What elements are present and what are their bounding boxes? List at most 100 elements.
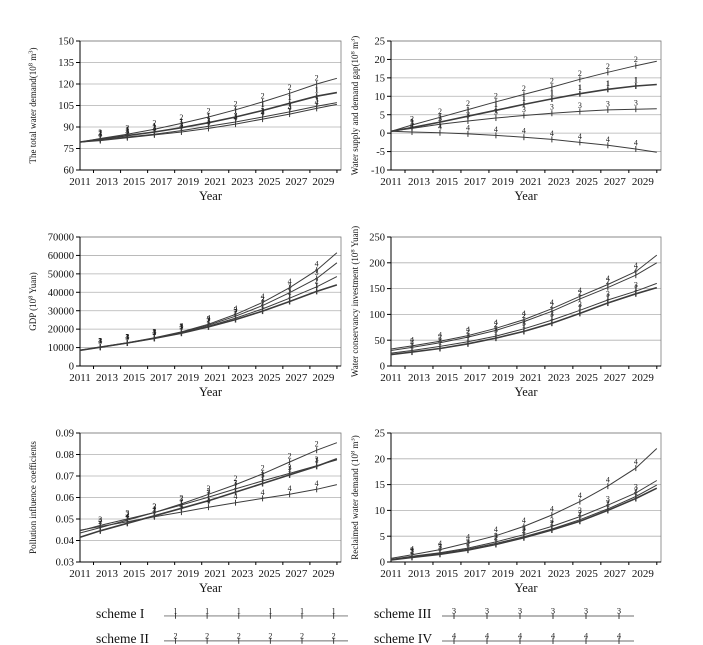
series-marker-label: 1: [98, 337, 102, 346]
series-marker-label: 1: [261, 473, 265, 482]
y-axis-title: Water supply and demand gap(108 m3): [351, 36, 360, 176]
series-marker-label: 4: [206, 497, 210, 506]
series-marker-label: 3: [315, 96, 319, 105]
series-marker-label: 4: [550, 298, 554, 307]
series-marker-label: 2: [550, 301, 554, 310]
legend-label-scheme-1: scheme I: [96, 606, 145, 621]
legend-line-scheme-4: 4 4 4 4 4 4: [442, 631, 634, 644]
series-marker-label: 3: [288, 463, 292, 472]
y-tick-label: 20000: [48, 325, 74, 336]
x-tick-label: 2029: [632, 568, 655, 580]
series-marker-label: 4: [606, 135, 610, 144]
legend-marker-label: 4: [452, 631, 457, 641]
x-tick-label: 2013: [96, 568, 119, 580]
legend-marker-label: 4: [617, 631, 622, 641]
y-tick-label: 15: [375, 480, 386, 491]
series-marker-label: 3: [578, 101, 582, 110]
x-tick-label: 2029: [312, 176, 335, 188]
y-tick-label: 40000: [48, 288, 74, 299]
series-marker-label: 2: [261, 463, 265, 472]
y-tick-label: 10000: [48, 343, 74, 354]
chart-pollution-influence-coefficients: 0.03 0.04 0.05 0.06 0.07 0.08 0.09 2011 2013 2015…: [0, 402, 351, 598]
series-marker-label: 2: [234, 99, 238, 108]
y-tick-label: 25: [375, 37, 386, 48]
x-tick-label: 2021: [204, 372, 226, 384]
series-marker-label: 4: [288, 104, 292, 113]
series-marker-label: 1: [125, 332, 129, 341]
y-tick-label: 5: [380, 110, 385, 121]
y-tick-label: 0: [380, 362, 385, 373]
series-marker-label: 3: [578, 300, 582, 309]
x-tick-label: 2019: [177, 176, 200, 188]
legend-marker-label: 4: [485, 631, 490, 641]
series-marker-label: 3: [261, 106, 265, 115]
series-marker-label: 4: [206, 118, 210, 127]
x-tick-label: 2025: [258, 372, 281, 384]
legend-item-scheme-3: scheme III 3 3 3 3 3 3: [374, 604, 634, 624]
y-axis-title: Reclaimed water demand (108 m3): [351, 435, 360, 559]
series-marker-label: 3: [234, 478, 238, 487]
series-marker-label: 2: [550, 518, 554, 527]
x-tick-label: 2025: [576, 568, 599, 580]
series-marker-label: 1: [410, 117, 414, 126]
series-marker-label: 4: [125, 332, 129, 341]
series-line-scheme-2: [390, 262, 658, 351]
series-marker-label: 4: [578, 132, 582, 141]
series-marker-label: 3: [315, 455, 319, 464]
legend-marker-label: 1: [237, 607, 241, 616]
series-marker-label: 1: [125, 125, 129, 134]
series-marker-label: 4: [152, 124, 156, 133]
x-tick-label: 2025: [576, 176, 599, 188]
legend-marker-label: 4: [584, 631, 589, 641]
series-marker-label: 2: [494, 91, 498, 100]
legend-item-scheme-2: scheme II 2 2 2 2 2 2: [96, 629, 348, 645]
series-line-scheme-3: [79, 262, 338, 351]
y-tick-label: 50000: [48, 269, 74, 280]
series-marker-label: 4: [261, 292, 265, 301]
y-tick-label: 70000: [48, 233, 74, 244]
x-tick-label: 2011: [69, 372, 91, 384]
y-axis-title: Pollution influence coefficients: [28, 441, 38, 554]
y-tick-label: 60000: [48, 251, 74, 262]
series-marker-label: 3: [466, 110, 470, 119]
legend-marker-label: 4: [518, 631, 523, 641]
series-marker-label: 4: [634, 261, 638, 270]
series-marker-label: 2: [206, 106, 210, 115]
series-marker-label: 1: [522, 94, 526, 103]
y-tick-label: 250: [369, 233, 385, 244]
chart-gdp: 0 10000 20000 30000 40000 50000 60000 70000 2011…: [0, 206, 351, 402]
series-marker-label: 2: [179, 113, 183, 122]
series-marker-label: 2: [152, 119, 156, 128]
y-tick-label: -5: [376, 147, 385, 158]
series-marker-label: 3: [410, 118, 414, 127]
series-marker-label: 2: [152, 502, 156, 511]
y-tick-label: 10: [375, 506, 386, 517]
series-marker-label: 4: [234, 304, 238, 313]
x-tick-label: 2017: [150, 568, 173, 580]
chart-total-water-demand: 60 75 90 105 120 135 150 2011 2013 2015 2017 2019 20…: [0, 10, 351, 206]
series-marker-label: 4: [410, 122, 414, 131]
series-marker-label: 3: [125, 332, 129, 341]
series-marker-label: 2: [606, 62, 610, 71]
legend-column-right: scheme III 3 3 3 3 3 3 scheme IV 4 4 4 4 4 4: [374, 604, 634, 645]
x-tick-label: 2029: [632, 372, 655, 384]
x-tick-label: 2021: [520, 176, 542, 188]
y-tick-label: 0.09: [56, 429, 74, 440]
series-marker-label: 3: [634, 281, 638, 290]
legend-marker-label: 3: [617, 606, 621, 616]
y-tick-label: 10: [375, 92, 386, 103]
series-marker-label: 2: [179, 493, 183, 502]
series-marker-label: 2: [125, 332, 129, 341]
x-tick-label: 2011: [69, 568, 91, 580]
x-tick-label: 2017: [150, 176, 173, 188]
legend-marker-label: 1: [268, 607, 272, 616]
series-marker-label: 2: [288, 452, 292, 461]
x-tick-label: 2013: [96, 372, 119, 384]
series-marker-label: 1: [288, 464, 292, 473]
y-tick-label: 0: [380, 129, 385, 140]
legend: scheme I 1 1 1 1 1 1 scheme II 2 2 2 2 2 2 scheme …: [0, 598, 703, 645]
y-axis-title: GDP (108 Yuan): [28, 272, 39, 331]
series-marker-label: 1: [634, 283, 638, 292]
series-marker-label: 3: [578, 506, 582, 515]
legend-marker-label: 3: [485, 606, 489, 616]
